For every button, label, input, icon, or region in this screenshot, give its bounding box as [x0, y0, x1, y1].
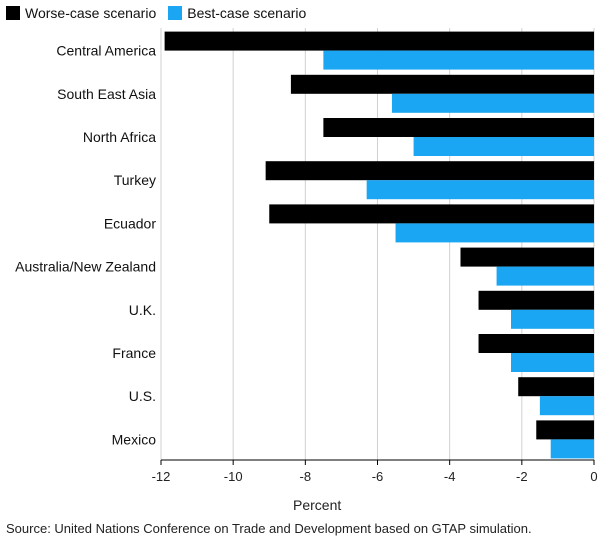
legend-swatch-best	[168, 6, 183, 20]
legend-label-worse: Worse-case scenario	[25, 5, 157, 21]
x-tick-label: 0	[590, 469, 597, 484]
bar-worse-north-africa	[323, 118, 594, 137]
legend-label-best: Best-case scenario	[187, 5, 307, 21]
bar-best-australia-new-zealand	[496, 266, 594, 286]
category-label-france: France	[112, 345, 156, 361]
x-tick-label: -6	[372, 469, 384, 484]
bar-best-ecuador	[395, 223, 594, 243]
bar-worse-ecuador	[269, 204, 594, 224]
bar-worse-australia-new-zealand	[460, 247, 594, 267]
bar-best-north-africa	[413, 137, 594, 156]
x-tick-label: -12	[152, 469, 171, 484]
category-label-u-s: U.S.	[129, 388, 156, 404]
x-tick-label: -2	[516, 469, 528, 484]
x-tick-label: -10	[224, 469, 243, 484]
category-label-mexico: Mexico	[112, 431, 157, 447]
bar-worse-central-america	[164, 31, 594, 51]
category-label-south-east-asia: South East Asia	[57, 86, 156, 102]
bar-worse-south-east-asia	[290, 74, 594, 94]
bar-best-turkey	[366, 180, 594, 200]
legend: Worse-case scenario Best-case scenario	[6, 5, 318, 21]
bar-worse-turkey	[265, 161, 594, 181]
bar-worse-france	[478, 334, 594, 353]
legend-swatch-worse	[6, 6, 20, 20]
category-label-turkey: Turkey	[114, 172, 156, 188]
bar-best-u-k	[511, 309, 594, 329]
bar-worse-u-k	[478, 290, 594, 310]
legend-item-best: Best-case scenario	[168, 5, 306, 21]
bar-worse-mexico	[536, 420, 594, 440]
bar-best-mexico	[550, 439, 594, 459]
bar-best-south-east-asia	[391, 93, 594, 113]
x-axis-label: Percent	[293, 497, 342, 513]
category-label-north-africa: North Africa	[83, 129, 156, 145]
category-label-central-america: Central America	[56, 43, 156, 59]
x-tick-label: -4	[444, 469, 456, 484]
legend-item-worse: Worse-case scenario	[6, 5, 156, 21]
bar-worse-u-s	[518, 377, 594, 397]
x-tick-label: -8	[300, 469, 312, 484]
category-label-u-k: U.K.	[129, 302, 156, 318]
category-label-australia-new-zealand: Australia/New Zealand	[15, 259, 156, 275]
source-note: Source: United Nations Conference on Tra…	[6, 521, 532, 536]
bar-best-central-america	[323, 50, 594, 70]
bar-best-france	[511, 353, 594, 372]
bar-best-u-s	[539, 396, 594, 416]
category-label-ecuador: Ecuador	[104, 215, 156, 231]
